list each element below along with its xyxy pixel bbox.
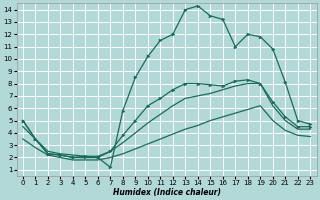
- X-axis label: Humidex (Indice chaleur): Humidex (Indice chaleur): [113, 188, 220, 197]
